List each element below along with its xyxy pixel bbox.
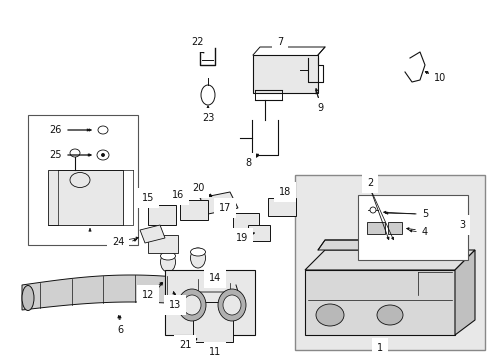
- Text: 12: 12: [142, 290, 154, 300]
- Text: 6: 6: [117, 325, 123, 335]
- Bar: [164, 270, 254, 335]
- Bar: [366, 222, 384, 234]
- Ellipse shape: [315, 304, 343, 326]
- Ellipse shape: [201, 85, 215, 105]
- Text: 5: 5: [421, 209, 427, 219]
- Text: 10: 10: [433, 73, 445, 83]
- Text: 18: 18: [278, 187, 290, 197]
- Ellipse shape: [160, 252, 175, 260]
- Text: 13: 13: [168, 300, 181, 310]
- Ellipse shape: [223, 295, 241, 315]
- Ellipse shape: [183, 295, 201, 315]
- Text: 16: 16: [171, 190, 184, 200]
- Text: 8: 8: [244, 158, 250, 168]
- Bar: [148, 205, 176, 225]
- Polygon shape: [22, 275, 240, 310]
- Text: 16: 16: [171, 190, 184, 200]
- Text: 6: 6: [117, 325, 123, 335]
- Text: 2: 2: [366, 178, 372, 188]
- Ellipse shape: [102, 153, 104, 157]
- Text: 14: 14: [208, 273, 221, 283]
- Text: 15: 15: [142, 193, 154, 203]
- Bar: [180, 200, 207, 220]
- Text: 11: 11: [208, 347, 221, 357]
- Polygon shape: [454, 250, 474, 335]
- Bar: [387, 222, 401, 234]
- Text: 4: 4: [421, 227, 427, 237]
- Text: 9: 9: [316, 103, 323, 113]
- Text: 17: 17: [218, 203, 231, 213]
- Text: 10: 10: [433, 73, 445, 83]
- Polygon shape: [200, 192, 238, 214]
- Text: 12: 12: [142, 290, 154, 300]
- Text: 26: 26: [49, 125, 61, 135]
- Text: 3: 3: [458, 220, 464, 230]
- Text: 1: 1: [376, 343, 382, 353]
- Ellipse shape: [160, 252, 175, 272]
- Text: 8: 8: [244, 158, 250, 168]
- Ellipse shape: [70, 172, 90, 188]
- Text: 22: 22: [190, 37, 203, 47]
- Ellipse shape: [369, 207, 375, 213]
- Ellipse shape: [22, 285, 34, 310]
- Bar: [247, 225, 269, 241]
- Polygon shape: [317, 240, 467, 250]
- Text: 19: 19: [235, 233, 247, 243]
- Text: 24: 24: [114, 237, 126, 247]
- Text: 4: 4: [421, 225, 427, 235]
- Bar: [357, 195, 467, 260]
- Text: 1: 1: [376, 343, 382, 353]
- Text: 23: 23: [202, 113, 214, 123]
- Ellipse shape: [178, 289, 205, 321]
- Text: 20: 20: [191, 183, 204, 193]
- Ellipse shape: [70, 149, 80, 157]
- Text: 11: 11: [208, 347, 221, 357]
- Text: 15: 15: [142, 193, 154, 203]
- Bar: [48, 170, 123, 225]
- Bar: [148, 235, 178, 253]
- Text: 5: 5: [421, 209, 427, 219]
- Text: 14: 14: [208, 273, 221, 283]
- Text: 26: 26: [49, 125, 61, 135]
- Text: 19: 19: [235, 233, 247, 243]
- Text: 25: 25: [49, 150, 61, 160]
- Bar: [252, 55, 317, 93]
- Ellipse shape: [97, 150, 109, 160]
- Text: 20: 20: [191, 183, 204, 193]
- Polygon shape: [305, 250, 474, 270]
- Bar: [294, 175, 484, 350]
- Text: 24: 24: [83, 233, 96, 243]
- Text: 22: 22: [190, 37, 203, 47]
- Text: 17: 17: [218, 203, 231, 213]
- Bar: [232, 213, 259, 231]
- Bar: [28, 115, 138, 245]
- Ellipse shape: [190, 248, 205, 256]
- Ellipse shape: [190, 248, 205, 268]
- Bar: [267, 198, 295, 216]
- Ellipse shape: [376, 305, 402, 325]
- Text: 7: 7: [276, 37, 283, 47]
- Text: 21: 21: [179, 340, 191, 350]
- Text: 2: 2: [366, 178, 372, 188]
- Ellipse shape: [218, 289, 245, 321]
- Polygon shape: [140, 225, 164, 243]
- Text: 21: 21: [179, 340, 191, 350]
- Text: 23: 23: [202, 110, 214, 120]
- Text: 9: 9: [316, 103, 323, 113]
- Text: 7: 7: [276, 37, 283, 47]
- Polygon shape: [305, 270, 454, 335]
- Text: 24: 24: [112, 237, 124, 247]
- Text: 25: 25: [49, 150, 61, 160]
- Text: 3: 3: [458, 220, 464, 230]
- Ellipse shape: [98, 126, 108, 134]
- Text: 13: 13: [168, 300, 181, 310]
- Bar: [193, 302, 232, 342]
- Text: 18: 18: [278, 187, 290, 197]
